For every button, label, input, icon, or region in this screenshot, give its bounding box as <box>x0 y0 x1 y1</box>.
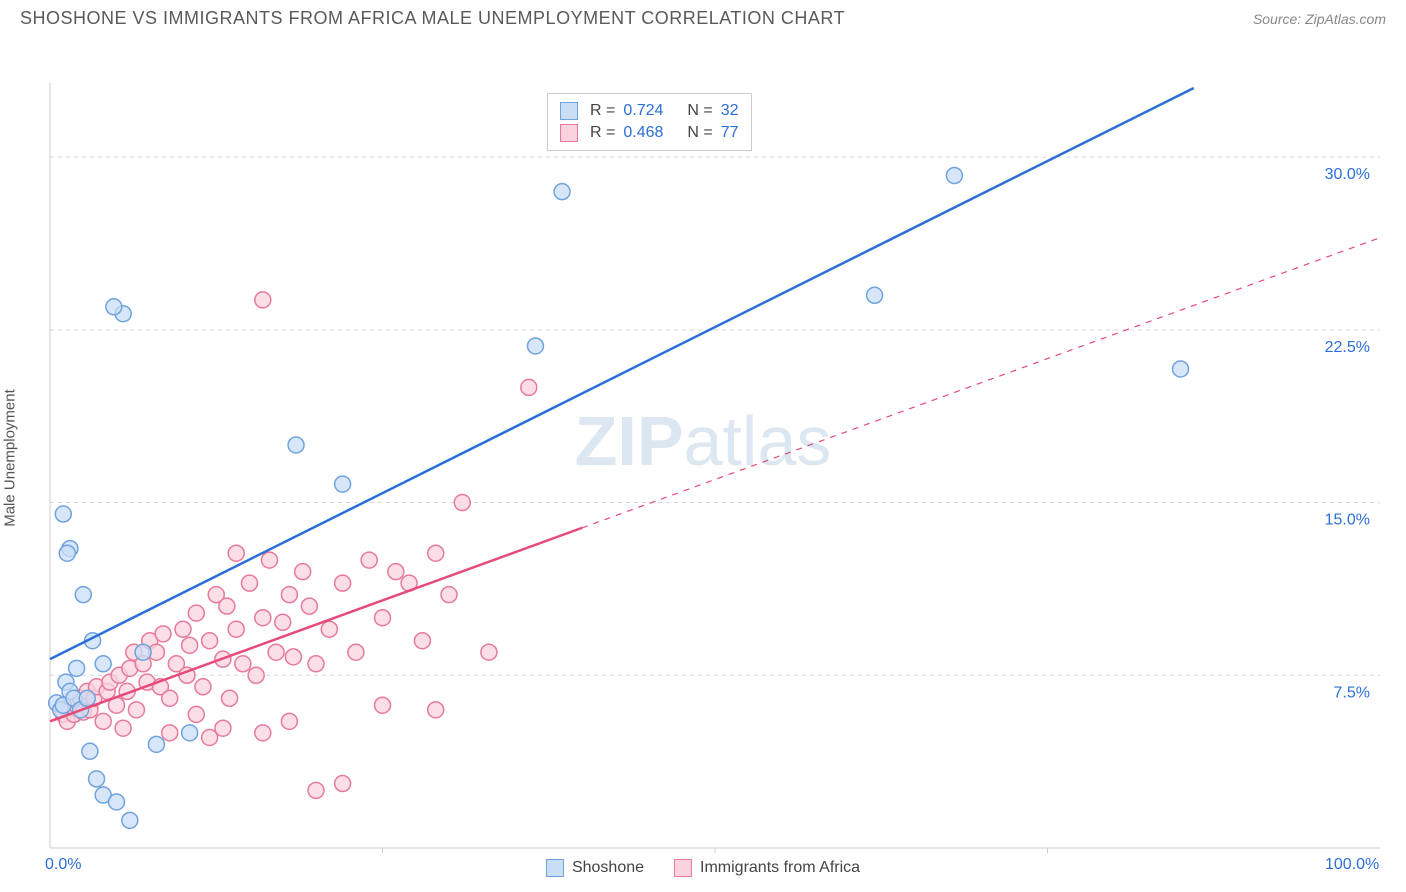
x-axis-min: 0.0% <box>45 856 81 874</box>
y-axis-label: Male Unemployment <box>2 389 19 527</box>
chart-title: SHOSHONE VS IMMIGRANTS FROM AFRICA MALE … <box>20 8 845 29</box>
legend-item-shoshone: Shoshone <box>546 859 644 877</box>
legend-row-immigrants: R = 0.468 N = 77 <box>560 122 739 144</box>
svg-text:30.0%: 30.0% <box>1325 166 1370 183</box>
legend-series: Shoshone Immigrants from Africa <box>546 859 860 877</box>
swatch-shoshone-bottom <box>546 859 564 877</box>
chart-source: Source: ZipAtlas.com <box>1253 11 1386 27</box>
legend-correlation: R = 0.724 N = 32 R = 0.468 N = 77 <box>547 93 752 151</box>
svg-text:7.5%: 7.5% <box>1334 684 1370 701</box>
svg-text:22.5%: 22.5% <box>1325 339 1370 356</box>
swatch-shoshone <box>560 102 578 120</box>
x-axis-max: 100.0% <box>1325 856 1379 874</box>
scatter-plot-svg: 7.5% 15.0% 22.5% 30.0% <box>0 33 1406 853</box>
swatch-immigrants <box>560 124 578 142</box>
chart-area: Male Unemployment 7.5%15.0%22.5%30.0% ZI… <box>0 33 1406 883</box>
legend-row-shoshone: R = 0.724 N = 32 <box>560 100 739 122</box>
svg-text:15.0%: 15.0% <box>1325 512 1370 529</box>
legend-item-immigrants: Immigrants from Africa <box>674 859 860 877</box>
chart-header: SHOSHONE VS IMMIGRANTS FROM AFRICA MALE … <box>0 0 1406 33</box>
swatch-immigrants-bottom <box>674 859 692 877</box>
